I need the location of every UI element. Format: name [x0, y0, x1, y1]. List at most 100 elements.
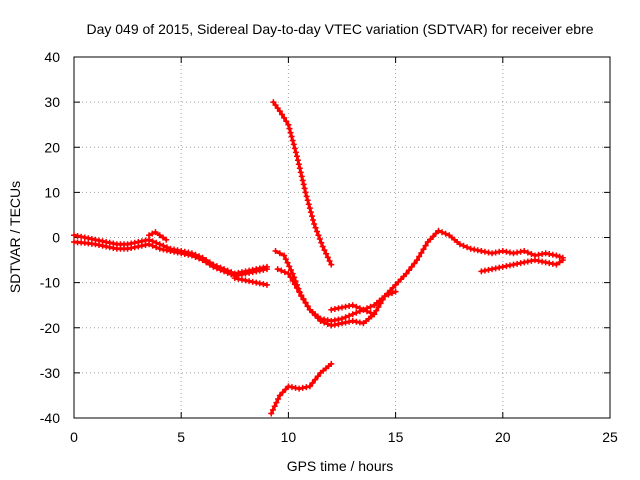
data-point [284, 259, 291, 266]
data-point [135, 243, 142, 250]
data-point [301, 185, 308, 192]
data-point [287, 274, 294, 281]
data-point [356, 319, 363, 326]
data-point [342, 303, 349, 310]
data-point [307, 209, 314, 216]
data-point [292, 384, 299, 391]
data-point [124, 245, 131, 252]
data-point [213, 265, 220, 272]
data-point [335, 320, 342, 327]
data-point [535, 257, 542, 264]
data-point [103, 243, 110, 250]
data-point [291, 145, 298, 152]
data-point [306, 205, 313, 212]
data-point [275, 396, 282, 403]
data-point [553, 252, 560, 259]
series-track-1 [71, 232, 270, 277]
data-point [210, 263, 217, 270]
data-point [288, 384, 295, 391]
data-point [318, 239, 325, 246]
data-point [506, 262, 513, 269]
data-point [418, 249, 425, 256]
data-point [272, 102, 279, 109]
data-point [517, 260, 524, 267]
data-point [542, 250, 549, 257]
data-point [414, 257, 421, 264]
data-point [303, 193, 310, 200]
data-point [514, 260, 521, 267]
data-point [163, 247, 170, 254]
data-point [296, 165, 303, 172]
x-axis-label: GPS time / hours [287, 458, 394, 474]
data-point [517, 248, 524, 255]
data-point [281, 269, 288, 276]
data-point [521, 248, 528, 255]
data-point [228, 271, 235, 278]
data-point [408, 263, 415, 270]
x-tick-label: 15 [388, 429, 404, 445]
grid [74, 57, 610, 418]
data-point [524, 249, 531, 256]
data-point [339, 320, 345, 327]
data-point [295, 161, 302, 168]
data-point [238, 271, 245, 278]
data-point [510, 261, 517, 268]
data-point [356, 305, 363, 312]
data-point [310, 217, 317, 224]
data-point [291, 281, 298, 288]
data-point [467, 245, 474, 252]
data-point [271, 403, 278, 410]
data-point [85, 235, 92, 242]
data-point [478, 268, 485, 275]
data-point [281, 114, 288, 121]
data-point [203, 259, 210, 266]
data-point [367, 303, 374, 310]
data-point [146, 241, 153, 248]
data-point [353, 303, 360, 310]
series-track-8 [328, 302, 378, 318]
data-point [278, 267, 285, 274]
data-point [242, 277, 249, 284]
data-point [285, 270, 292, 277]
y-tick-label: 40 [44, 49, 60, 65]
data-point [312, 224, 319, 231]
data-point [221, 268, 228, 275]
data-point [406, 267, 412, 274]
data-point [485, 266, 492, 273]
data-point [293, 285, 300, 292]
data-point [460, 242, 467, 249]
data-point [535, 251, 542, 258]
data-point [496, 248, 503, 255]
data-point [296, 288, 303, 295]
data-point [496, 264, 503, 271]
data-point [553, 261, 560, 268]
data-point [546, 251, 553, 258]
data-point [289, 277, 296, 284]
data-point [328, 360, 335, 367]
data-point [256, 280, 263, 287]
data-point [442, 230, 449, 237]
data-point [128, 245, 135, 252]
data-point [549, 251, 556, 258]
data-point [146, 232, 153, 239]
data-point [478, 248, 485, 255]
series-track-10 [478, 248, 566, 261]
data-point [96, 242, 103, 249]
data-point [299, 384, 306, 391]
data-point [319, 243, 326, 250]
data-point [274, 266, 281, 273]
data-point [276, 108, 283, 115]
data-point [270, 99, 277, 106]
data-point [188, 252, 195, 259]
x-tick-label: 25 [602, 429, 618, 445]
data-point [288, 133, 295, 140]
data-point [549, 260, 556, 267]
series-track-11 [478, 257, 566, 275]
data-point [315, 232, 322, 239]
data-point [178, 250, 185, 257]
y-tick-label: 30 [44, 94, 60, 110]
y-tick-label: -30 [40, 365, 60, 381]
data-point [503, 263, 510, 270]
series-track-3 [146, 229, 170, 243]
data-point [163, 236, 170, 243]
